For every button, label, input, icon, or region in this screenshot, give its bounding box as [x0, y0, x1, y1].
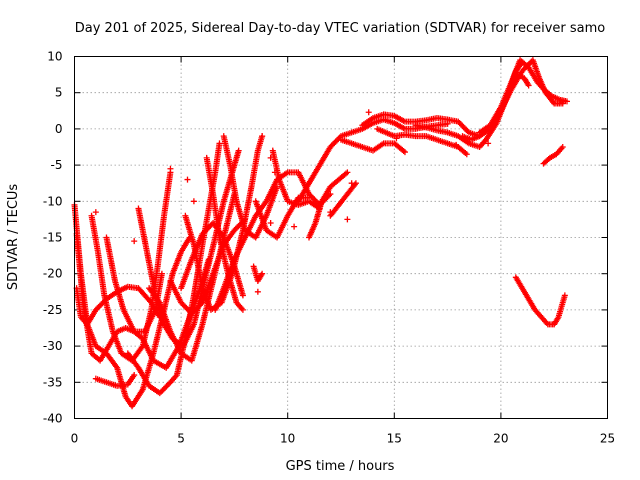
- data-point: [131, 238, 138, 245]
- data-point: [259, 133, 266, 140]
- data-point: [525, 82, 532, 89]
- data-point: [463, 151, 470, 158]
- y-tick-label: 0: [55, 122, 63, 136]
- data-point: [239, 306, 246, 313]
- data-point: [344, 169, 351, 176]
- series-track-18: [250, 263, 266, 284]
- x-tick-label: 5: [177, 432, 185, 446]
- data-point: [559, 144, 566, 150]
- data-point: [216, 140, 223, 147]
- data-point: [158, 270, 165, 277]
- chart-title: Day 201 of 2025, Sidereal Day-to-day VTE…: [75, 21, 606, 36]
- y-tick-label: -20: [43, 267, 63, 281]
- data-point: [131, 372, 138, 379]
- data-point: [348, 180, 355, 187]
- y-tick-label: -30: [43, 339, 63, 353]
- y-tick-labels: 10 5 0 -5 -10 -15 -20 -25 -30 -35 -40: [43, 50, 63, 426]
- series-track-22: [338, 136, 408, 156]
- series-track-30: [512, 274, 568, 328]
- series-track-27: [476, 57, 570, 136]
- y-tick-label: -35: [43, 375, 63, 389]
- series-track-13: [203, 154, 246, 313]
- data-point: [400, 147, 407, 154]
- series-track-28: [508, 71, 532, 89]
- y-tick-label: 5: [55, 86, 63, 100]
- y-tick-label: -10: [43, 194, 63, 208]
- data-point: [167, 165, 174, 172]
- data-point: [453, 141, 460, 148]
- y-tick-label: -5: [51, 158, 63, 172]
- data-point: [267, 220, 274, 227]
- data-point: [190, 198, 197, 205]
- data-point: [259, 270, 266, 277]
- plot-frame: [74, 56, 608, 419]
- data-point: [561, 292, 568, 299]
- data-point: [239, 292, 246, 299]
- data-point: [267, 154, 274, 161]
- data-point: [291, 223, 298, 230]
- x-axis-label: GPS time / hours: [286, 459, 395, 474]
- series-track-20: [306, 169, 351, 241]
- x-tick-label: 0: [71, 432, 79, 446]
- y-tick-label: -15: [43, 231, 63, 245]
- data-point: [485, 140, 492, 147]
- series-track-15: [220, 133, 281, 241]
- y-tick-label: -40: [43, 412, 63, 426]
- series-track-17: [269, 147, 323, 212]
- data-point: [271, 169, 278, 176]
- series-track-12: [182, 133, 266, 313]
- data-point: [365, 109, 372, 116]
- y-tick-label: 10: [47, 50, 62, 64]
- sparse-points: [92, 109, 492, 295]
- series-track-21: [327, 180, 359, 219]
- data-point: [393, 135, 400, 142]
- x-tick-label: 25: [600, 432, 615, 446]
- series-track-11: [178, 220, 246, 299]
- data-marks: [71, 57, 570, 410]
- data-point: [254, 288, 261, 295]
- data-point: [235, 147, 242, 154]
- data-point: [184, 176, 191, 183]
- x-tick-label: 10: [280, 432, 295, 446]
- x-tick-label: 20: [493, 432, 508, 446]
- data-point: [344, 216, 351, 223]
- x-tick-labels: 0 5 10 15 20 25: [71, 432, 615, 446]
- data-point: [401, 149, 408, 156]
- series-track-29: [540, 144, 566, 167]
- y-tick-label: -25: [43, 303, 63, 317]
- x-tick-label: 15: [387, 432, 402, 446]
- data-point: [563, 98, 570, 105]
- data-point: [92, 209, 99, 216]
- data-point: [327, 209, 334, 216]
- series-track-06: [92, 372, 138, 389]
- y-axis-label: SDTVAR / TECUs: [6, 184, 21, 291]
- series-track-02: [73, 230, 212, 371]
